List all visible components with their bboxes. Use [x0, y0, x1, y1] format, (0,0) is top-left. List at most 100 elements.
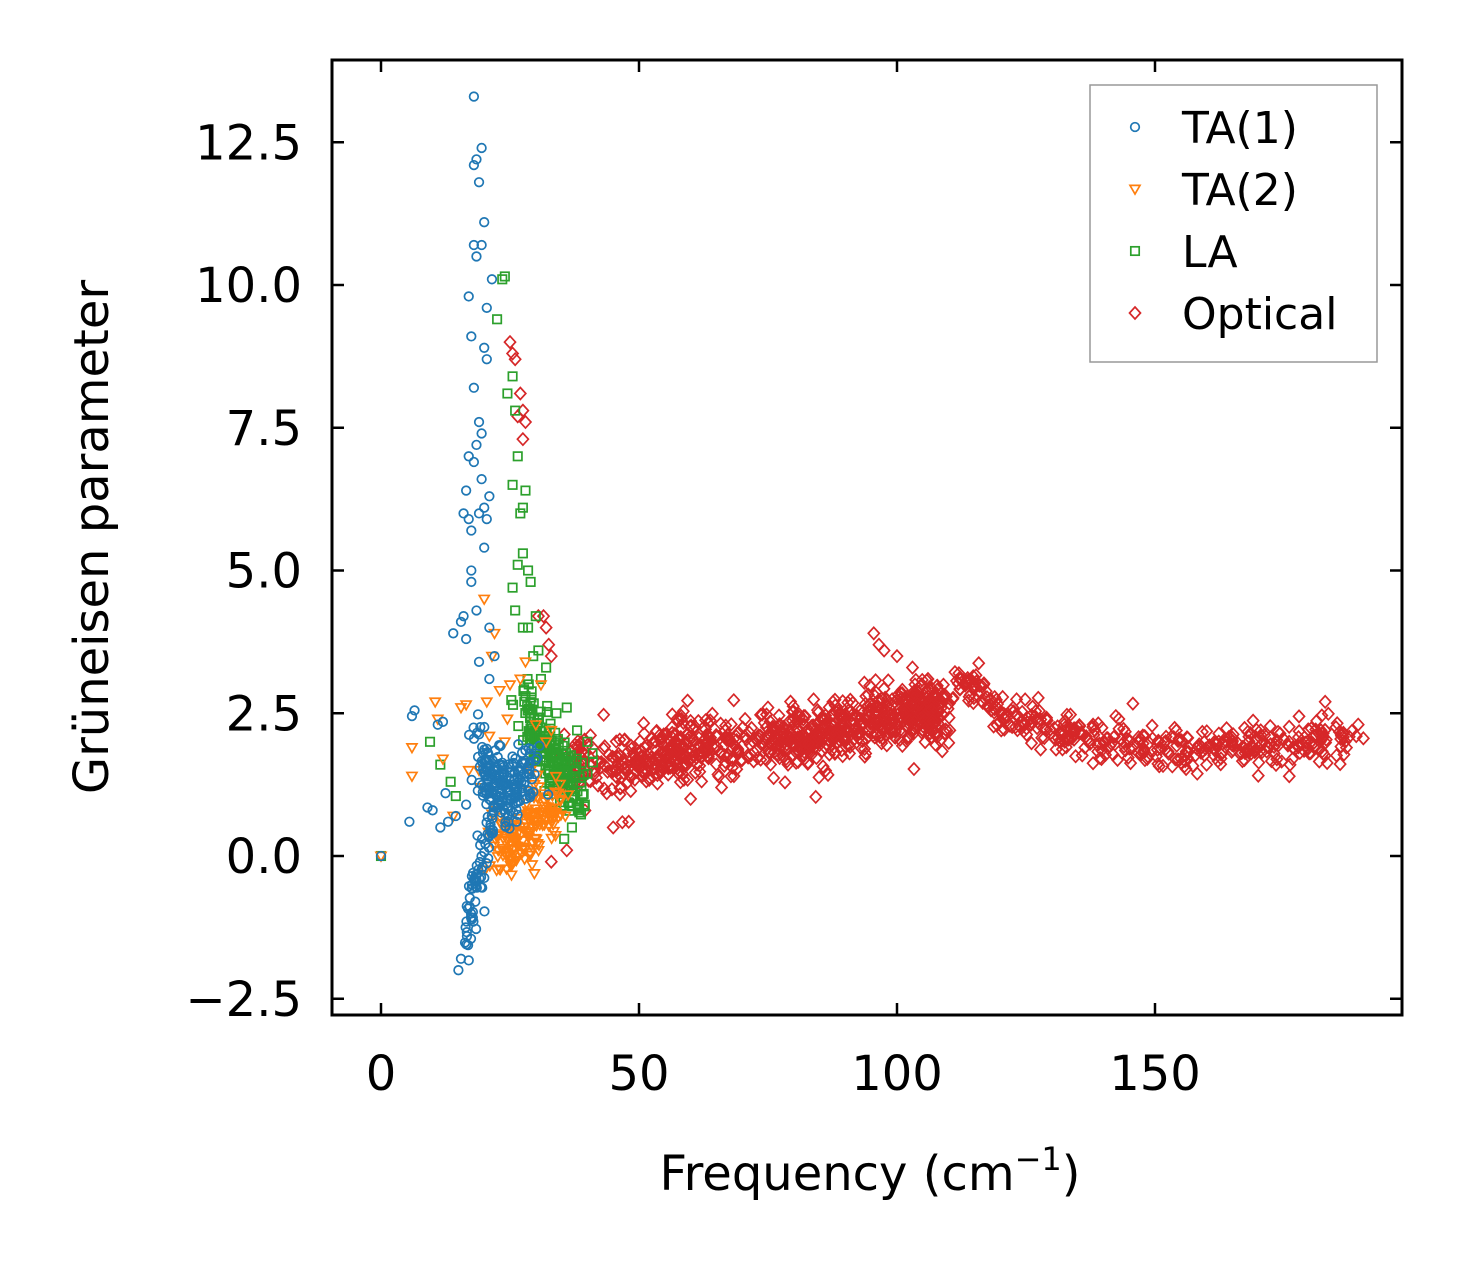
- data-point: [505, 870, 518, 882]
- data-point: [500, 848, 514, 860]
- legend-marker: [1128, 184, 1142, 196]
- data-point: [900, 729, 915, 745]
- data-point: [623, 768, 637, 783]
- legend-marker: [1129, 121, 1141, 133]
- data-point: [760, 741, 775, 756]
- data-point: [545, 718, 556, 729]
- data-point: [471, 154, 482, 165]
- data-point: [1313, 734, 1327, 750]
- data-point: [698, 722, 713, 737]
- data-point: [617, 733, 631, 748]
- data-point: [926, 713, 940, 729]
- data-point: [1233, 746, 1247, 762]
- legend-marker: [1129, 245, 1141, 257]
- data-point: [1333, 756, 1347, 772]
- data-point: [940, 723, 954, 738]
- data-point: [561, 702, 572, 713]
- data-point: [479, 502, 490, 513]
- data-point: [466, 525, 477, 536]
- data-point: [1318, 722, 1332, 738]
- data-point: [512, 451, 523, 462]
- data-point: [481, 513, 492, 525]
- data-point: [640, 755, 654, 770]
- data-point: [500, 821, 511, 832]
- data-point: [720, 727, 735, 743]
- data-point: [579, 799, 590, 810]
- data-point: [432, 719, 443, 730]
- data-point: [499, 779, 510, 790]
- data-point: [712, 769, 726, 784]
- plot-points: [374, 91, 1371, 976]
- data-point: [814, 711, 829, 727]
- data-point: [839, 732, 853, 748]
- data-point: [675, 721, 689, 737]
- data-point: [1037, 730, 1051, 746]
- data-point: [758, 730, 772, 745]
- data-point: [1006, 704, 1021, 719]
- data-point: [541, 707, 552, 718]
- data-point: [1282, 734, 1296, 750]
- data-point: [990, 700, 1004, 715]
- data-point: [487, 841, 501, 853]
- data-point: [375, 850, 387, 862]
- data-point: [422, 802, 433, 813]
- data-point: [510, 605, 521, 616]
- data-point: [877, 643, 891, 658]
- data-point: [448, 628, 459, 639]
- data-point: [471, 439, 482, 451]
- data-point: [528, 651, 539, 662]
- data-point: [490, 865, 504, 877]
- data-point: [638, 761, 652, 777]
- data-point: [736, 720, 750, 735]
- data-point: [481, 354, 492, 365]
- data-point: [986, 719, 1001, 734]
- data-point: [517, 622, 528, 633]
- data-point: [614, 780, 628, 796]
- data-point: [544, 854, 558, 869]
- data-point: [746, 754, 761, 769]
- data-point: [713, 746, 727, 761]
- data-point: [559, 833, 570, 844]
- data-point: [559, 737, 570, 748]
- data-point: [639, 774, 653, 789]
- data-point: [482, 731, 496, 743]
- data-point: [974, 693, 989, 709]
- data-point: [460, 633, 472, 645]
- data-point: [1195, 724, 1210, 740]
- data-point: [525, 576, 536, 587]
- data-point: [1315, 730, 1329, 745]
- data-point: [535, 673, 547, 685]
- data-point: [909, 672, 923, 688]
- data-point: [678, 734, 693, 749]
- data-point: [436, 754, 450, 766]
- data-point: [600, 785, 614, 801]
- data-point: [655, 760, 669, 775]
- data-point: [500, 714, 514, 726]
- data-point: [500, 817, 511, 828]
- data-point: [1068, 749, 1083, 764]
- data-point: [1145, 718, 1159, 733]
- data-point: [523, 679, 534, 690]
- y-tick-label: 7.5: [226, 401, 302, 457]
- data-point: [811, 730, 825, 745]
- data-point: [458, 611, 469, 622]
- data-point: [1292, 709, 1306, 724]
- data-point: [593, 756, 607, 771]
- data-point: [1107, 729, 1121, 745]
- data-point: [993, 705, 1007, 721]
- axis-ticks: 0 50 100 150 −2.5 0.0 2.5 5.0 7.5 10.0 12.5: [185, 60, 1402, 1102]
- legend-label: TA(1): [1181, 103, 1298, 154]
- data-point: [867, 626, 881, 641]
- data-point: [703, 745, 717, 761]
- data-point: [784, 737, 799, 752]
- data-point: [475, 722, 486, 733]
- data-point: [606, 820, 620, 835]
- data-point: [1092, 729, 1106, 744]
- data-point: [942, 710, 956, 725]
- data-point: [818, 711, 832, 727]
- data-point: [710, 739, 724, 755]
- data-point: [479, 217, 490, 228]
- data-point: [1251, 740, 1265, 755]
- legend-label: TA(2): [1181, 165, 1298, 216]
- data-point: [541, 662, 552, 673]
